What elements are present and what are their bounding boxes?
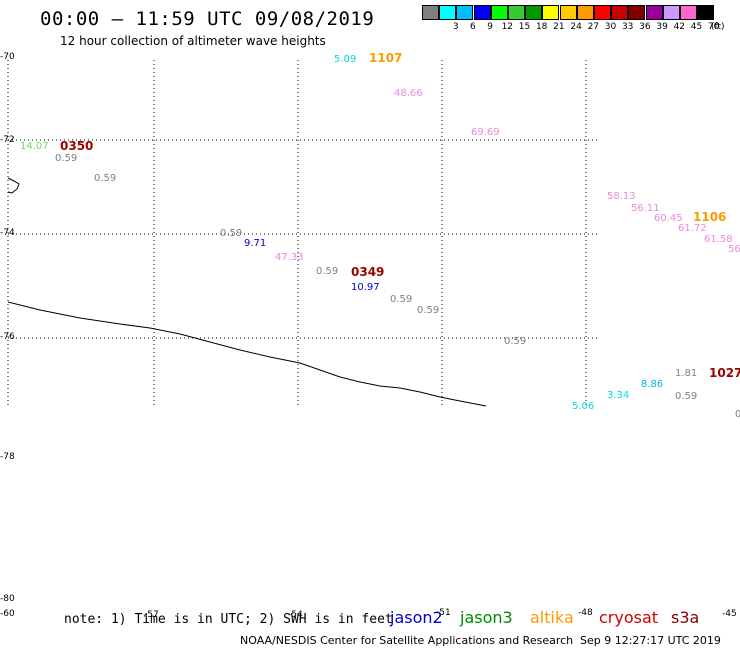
color-swatch xyxy=(422,5,439,20)
wave-height-label: 0.59 xyxy=(390,294,412,305)
color-swatch-label: 30 xyxy=(604,22,617,32)
wave-height-label: 0.59 xyxy=(316,266,338,277)
longitude-label: -54 xyxy=(288,610,303,620)
longitude-label: -45 xyxy=(722,609,737,619)
wave-height-label: 0.59 xyxy=(417,305,439,316)
generation-timestamp: Sep 9 12:27:17 UTC 2019 xyxy=(580,634,721,647)
color-swatch-label: 27 xyxy=(587,22,600,32)
latitude-label: -76 xyxy=(0,332,15,342)
pass-time-label: 0349 xyxy=(351,265,384,279)
color-swatch xyxy=(559,5,577,20)
color-swatch-label: 36 xyxy=(639,22,651,32)
legend-entry-jason3: jason3 xyxy=(460,608,513,627)
color-swatch xyxy=(628,5,646,20)
page-title: 00:00 – 11:59 UTC 09/08/2019 xyxy=(40,8,375,30)
color-swatch xyxy=(576,5,594,20)
wave-height-label: 0.59 xyxy=(94,173,116,184)
latitude-label: -78 xyxy=(0,452,15,462)
legend-entry-cryosat: cryosat xyxy=(599,608,659,627)
pass-time-label: 0350 xyxy=(60,139,93,153)
wave-height-label: 0.59 xyxy=(220,228,242,239)
wave-height-label: 69.69 xyxy=(471,127,500,138)
color-swatch xyxy=(439,5,457,20)
wave-height-label: 47.33 xyxy=(275,252,304,263)
wave-height-label: 9.71 xyxy=(244,238,266,249)
color-swatch-label: 39 xyxy=(656,22,668,32)
color-swatch-label: 42 xyxy=(673,22,686,32)
color-swatch-label: 45 xyxy=(690,22,703,32)
legend-entry-jason2: jason2 xyxy=(390,608,443,627)
color-swatch-label: 24 xyxy=(570,22,582,32)
wave-height-label: 0.59 xyxy=(675,391,697,402)
color-swatch xyxy=(645,5,663,20)
latitude-label: -60 xyxy=(0,609,15,619)
color-swatch-label: 18 xyxy=(535,22,548,32)
wave-height-label: 1.81 xyxy=(675,368,697,379)
latitude-label: -74 xyxy=(0,228,15,238)
legend-entry-s3a: s3a xyxy=(671,608,700,627)
wave-height-label: 0.59 xyxy=(55,153,77,164)
wave-height-label: 0 xyxy=(735,409,740,420)
wave-height-label: 58.13 xyxy=(607,191,636,202)
color-swatch xyxy=(456,5,474,20)
color-swatch xyxy=(662,5,680,20)
color-swatch xyxy=(490,5,508,20)
color-swatch-label: 9 xyxy=(487,22,493,32)
color-scale-unit: (ft) xyxy=(711,22,725,32)
longitude-label: -48 xyxy=(578,608,593,618)
pass-time-label: 1106 xyxy=(693,210,726,224)
color-swatch xyxy=(508,5,525,20)
color-swatch-label: 3 xyxy=(452,22,459,32)
color-swatch-label: 70 xyxy=(707,22,720,32)
wave-height-label: 56 xyxy=(728,244,740,255)
wave-height-label: 56.11 xyxy=(631,203,660,214)
wave-height-label: 60.45 xyxy=(654,213,683,224)
wave-height-label: 14.07 xyxy=(20,141,49,152)
wave-height-label: 5.09 xyxy=(334,54,356,65)
longitude-label: -51 xyxy=(436,608,451,618)
color-swatch xyxy=(525,5,543,20)
credit-text: NOAA/NESDIS Center for Satellite Applica… xyxy=(240,634,574,647)
color-swatch-label: 21 xyxy=(553,22,565,32)
wave-height-label: 8.86 xyxy=(641,379,663,390)
color-swatch xyxy=(542,5,560,20)
pass-time-label: 1107 xyxy=(369,51,402,65)
wave-height-label: 5.06 xyxy=(572,401,594,412)
wave-height-label: 48.66 xyxy=(394,88,423,99)
color-swatch-label: 6 xyxy=(470,22,476,32)
wave-height-label: 61.72 xyxy=(678,223,707,234)
color-swatch xyxy=(680,5,697,20)
wave-height-label: 0.59 xyxy=(504,336,526,347)
coastline xyxy=(7,301,487,407)
color-swatch xyxy=(594,5,611,20)
latitude-label: -70 xyxy=(0,52,15,62)
wave-height-label: 61.58 xyxy=(704,234,733,245)
pass-time-label: 1027 xyxy=(709,366,740,380)
island-outline xyxy=(7,177,20,194)
longitude-label: -57 xyxy=(144,610,159,620)
color-swatch-label: 12 xyxy=(501,22,514,32)
latitude-label: -72 xyxy=(0,135,15,145)
page-subtitle: 12 hour collection of altimeter wave hei… xyxy=(60,34,326,48)
footer-note: note: 1) Time is in UTC; 2) SWH is in fe… xyxy=(64,612,393,627)
color-swatch xyxy=(697,5,715,20)
color-swatch-label: 15 xyxy=(518,22,531,32)
latitude-label: -80 xyxy=(0,594,15,604)
color-swatch xyxy=(473,5,491,20)
legend-entry-altika: altika xyxy=(530,608,574,627)
color-swatch-label: 33 xyxy=(621,22,634,32)
wave-height-label: 3.34 xyxy=(607,390,629,401)
color-swatch xyxy=(611,5,629,20)
wave-height-label: 10.97 xyxy=(351,282,380,293)
